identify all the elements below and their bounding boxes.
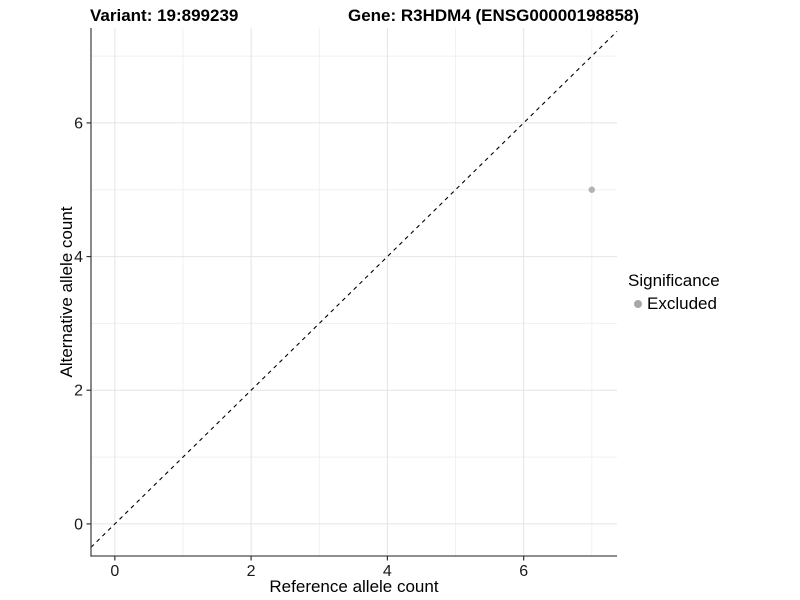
y-tick-label: 0 [74,516,83,533]
axis-lines [90,28,617,557]
major-gridlines [91,28,617,556]
x-tick-label: 0 [110,563,119,580]
axis-tick-labels: 0 2 4 6 0 2 4 6 [74,115,528,580]
identity-line [90,30,618,548]
gene-title: Gene: R3HDM4 (ENSG00000198858) [348,6,640,25]
legend-title: Significance [628,271,720,290]
y-axis-title: Alternative allele count [57,206,76,378]
minor-gridlines [91,28,617,556]
x-tick-label: 6 [519,563,528,580]
excluded-point-icon [634,299,642,308]
y-tick-label: 4 [74,249,83,266]
data-point [588,186,595,193]
legend-item-excluded: Excluded [628,294,720,313]
legend: Significance Excluded [628,271,720,313]
data-points-layer [588,186,595,193]
y-tick-label: 6 [74,115,83,132]
y-tick-label: 2 [74,383,83,400]
x-tick-label: 2 [247,563,256,580]
plot-title-row: Variant: 19:899239 Gene: R3HDM4 (ENSG000… [0,6,800,26]
legend-item-label: Excluded [647,294,717,313]
x-tick-label: 4 [383,563,392,580]
x-axis-title: Reference allele count [269,577,439,596]
axis-ticks [86,122,525,561]
variant-title: Variant: 19:899239 [90,6,239,25]
identity-line-layer [90,30,618,548]
